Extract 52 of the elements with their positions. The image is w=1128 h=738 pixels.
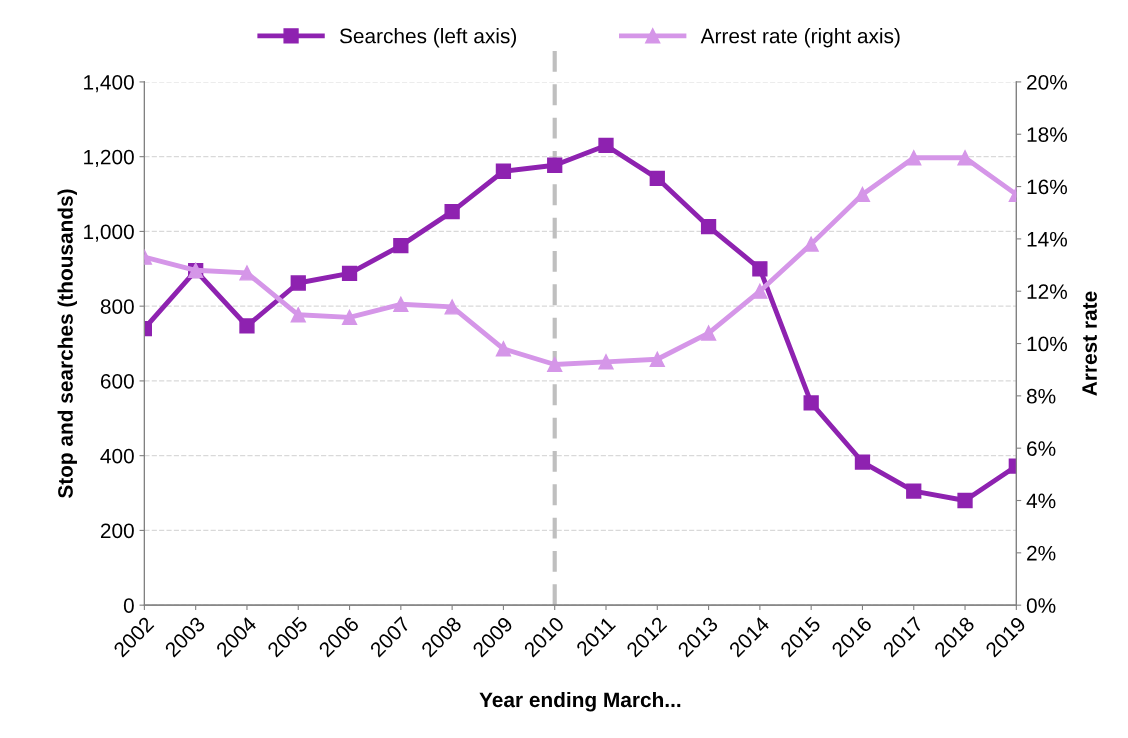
point bbox=[239, 318, 255, 334]
y-tick-label: 1,200 bbox=[84, 149, 134, 167]
point bbox=[906, 150, 922, 166]
y2-tick-label: 10% bbox=[1027, 336, 1068, 352]
point bbox=[649, 170, 665, 186]
legend-label: Arrest rate (right axis) bbox=[700, 28, 900, 48]
y-tick-label: 800 bbox=[100, 299, 134, 314]
point bbox=[239, 265, 255, 281]
y-tick-label: 400 bbox=[100, 448, 134, 464]
point bbox=[290, 307, 306, 323]
point bbox=[444, 299, 460, 315]
point bbox=[598, 137, 614, 154]
legend-label: Searches (left axis) bbox=[339, 28, 516, 48]
y2-tick-label: 4% bbox=[1026, 493, 1056, 509]
point bbox=[495, 341, 512, 357]
point bbox=[547, 157, 563, 173]
y2-tick-label: 0% bbox=[1026, 598, 1056, 613]
y2-tick-label: 6% bbox=[1027, 441, 1056, 456]
point bbox=[444, 203, 460, 220]
point bbox=[341, 265, 358, 281]
point bbox=[290, 275, 306, 291]
y2-tick-label: 16% bbox=[1027, 179, 1068, 195]
point bbox=[598, 354, 614, 370]
y2-tick-label: 14% bbox=[1027, 231, 1068, 247]
point bbox=[393, 296, 409, 312]
point bbox=[393, 237, 409, 254]
point bbox=[700, 325, 717, 341]
point bbox=[752, 261, 768, 277]
y2-tick-label: 18% bbox=[1027, 127, 1068, 142]
y2-tick-label: 12% bbox=[1027, 284, 1068, 299]
point bbox=[341, 309, 358, 326]
point bbox=[906, 483, 922, 499]
point bbox=[957, 492, 973, 509]
point bbox=[752, 283, 768, 299]
point bbox=[495, 163, 512, 179]
y-tick-label: 1,400 bbox=[84, 74, 134, 93]
y2-tick-label: 20% bbox=[1027, 74, 1068, 90]
point bbox=[547, 356, 563, 373]
point bbox=[649, 351, 665, 367]
y-tick-label: 200 bbox=[100, 523, 134, 539]
point bbox=[803, 395, 819, 411]
y2-axis-title: Arrest rate bbox=[1082, 291, 1097, 396]
y2-tick-label: 8% bbox=[1026, 388, 1056, 404]
point bbox=[854, 454, 871, 470]
y-tick-label: 600 bbox=[100, 373, 134, 389]
y-tick-label: 1,000 bbox=[84, 224, 134, 242]
point bbox=[700, 218, 717, 235]
point bbox=[957, 150, 973, 166]
y-tick-label: 0 bbox=[123, 598, 134, 613]
x-axis-title: Year ending March... bbox=[479, 691, 681, 712]
y-axis-title: Stop and searches (thousands) bbox=[57, 189, 77, 499]
y2-tick-label: 2% bbox=[1027, 545, 1056, 561]
